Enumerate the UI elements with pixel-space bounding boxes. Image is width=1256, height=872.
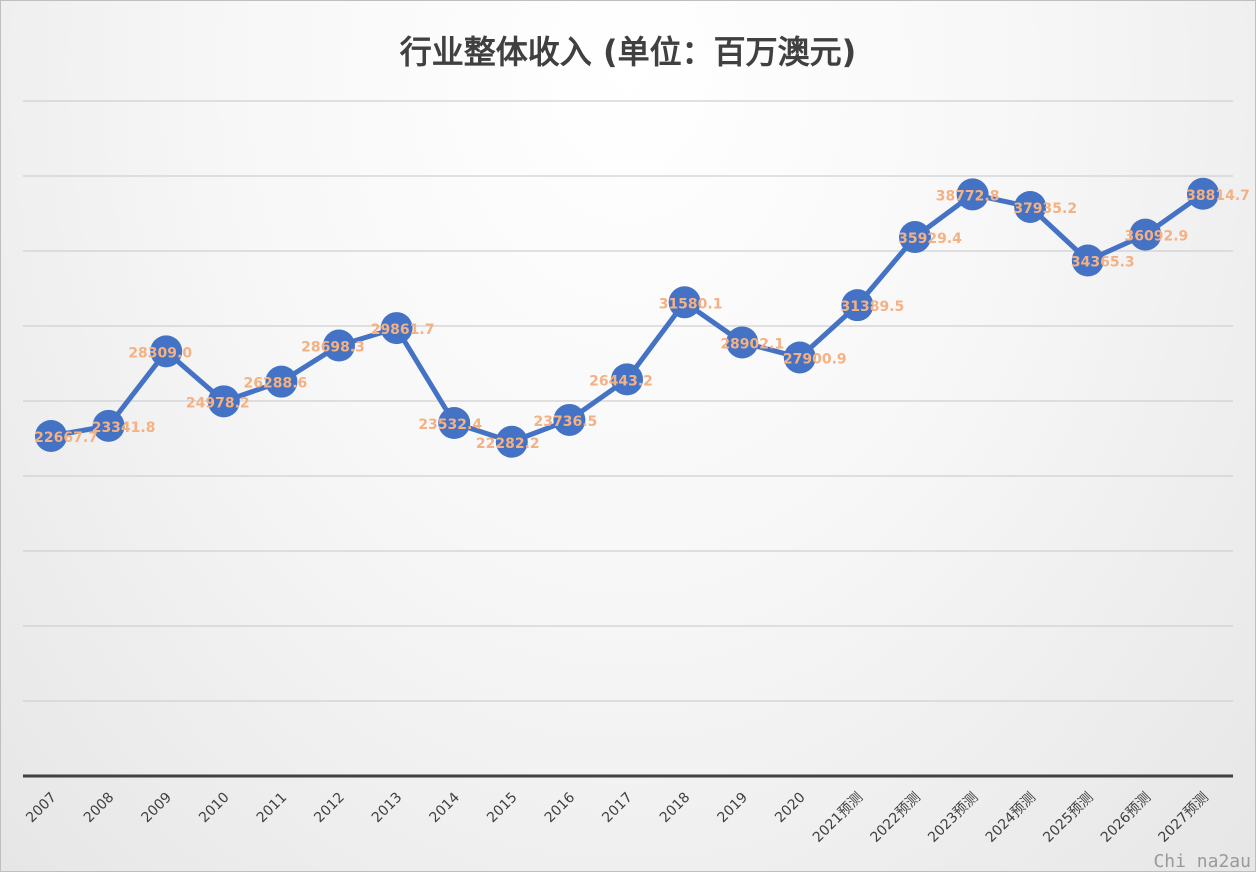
- x-tick-label: 2023预测: [925, 790, 981, 846]
- x-tick-label: 2008: [81, 790, 118, 827]
- x-tick-label: 2021预测: [810, 790, 866, 846]
- data-point: [668, 286, 701, 319]
- data-label: 31580.1: [659, 296, 723, 312]
- data-point: [438, 407, 471, 440]
- x-tick-label: 2007: [23, 790, 60, 827]
- data-point: [899, 221, 931, 254]
- chart-title: 行业整体收入 (单位：百万澳元): [400, 33, 856, 71]
- data-label: 38814.7: [1186, 188, 1250, 204]
- data-label: 35929.4: [898, 231, 962, 247]
- data-point: [207, 385, 240, 418]
- data-label: 22667.7: [34, 430, 98, 446]
- x-tick-label: 2017: [599, 790, 636, 827]
- data-label: 31389.5: [841, 299, 905, 315]
- x-tick-label: 2020: [772, 790, 809, 827]
- x-tick-label: 2011: [254, 790, 291, 827]
- data-label: 23532.4: [418, 417, 482, 433]
- x-tick-label: 2009: [139, 790, 176, 827]
- x-tick-label: 2010: [196, 790, 233, 827]
- x-tick-label: 2018: [657, 790, 694, 827]
- x-tick-label: 2024预测: [983, 790, 1039, 846]
- x-tick-label: 2026预测: [1098, 790, 1154, 846]
- watermark: Chi na2au: [1153, 851, 1251, 871]
- data-label: 29861.7: [371, 322, 435, 338]
- gridlines: [23, 100, 1233, 778]
- data-point: [726, 326, 759, 359]
- x-tick-label: 2013: [369, 790, 406, 827]
- data-point: [265, 365, 298, 398]
- data-label: 26288.6: [244, 376, 308, 392]
- data-point: [1071, 244, 1104, 277]
- data-point: [611, 363, 643, 396]
- data-label: 24978.2: [186, 395, 250, 411]
- data-point: [1014, 190, 1047, 223]
- data-label: 36092.9: [1125, 229, 1189, 245]
- data-label: 28309.0: [128, 345, 192, 361]
- data-point: [92, 409, 125, 442]
- data-label: 23341.8: [92, 420, 156, 436]
- data-point: [150, 335, 183, 368]
- data-point: [1187, 177, 1219, 210]
- x-tick-label: 2016: [542, 789, 579, 826]
- data-point: [783, 341, 816, 374]
- data-point: [380, 312, 413, 345]
- data-point: [323, 329, 355, 362]
- data-label: 28902.1: [720, 336, 784, 352]
- data-point: [35, 419, 67, 452]
- data-point: [841, 289, 874, 322]
- x-tick-label: 2027预测: [1156, 790, 1212, 846]
- series: [35, 177, 1219, 458]
- x-tick-label: 2015: [484, 790, 521, 827]
- data-label: 23736.5: [534, 414, 598, 430]
- data-label: 27900.9: [783, 351, 847, 367]
- x-tick-label: 2019: [715, 790, 752, 827]
- x-tick-label: 2025预测: [1040, 790, 1096, 846]
- x-tick-label: 2014: [427, 789, 464, 826]
- data-label: 28698.3: [301, 340, 365, 356]
- data-label: 34365.3: [1071, 255, 1135, 271]
- data-point: [495, 425, 528, 458]
- data-point: [553, 403, 586, 436]
- data-label: 38772.8: [936, 188, 1000, 204]
- data-point: [956, 178, 989, 211]
- x-tick-label: 2022预测: [868, 790, 924, 846]
- x-axis: 2007 2008 2009 2010 2011 2012 2013 2014 2015 2016…: [23, 789, 1212, 845]
- data-label: 22282.2: [476, 436, 540, 452]
- x-tick-label: 2012: [311, 790, 348, 827]
- data-label: 26443.2: [589, 373, 653, 389]
- data-label: 37935.2: [1013, 201, 1077, 217]
- data-point: [1129, 218, 1162, 251]
